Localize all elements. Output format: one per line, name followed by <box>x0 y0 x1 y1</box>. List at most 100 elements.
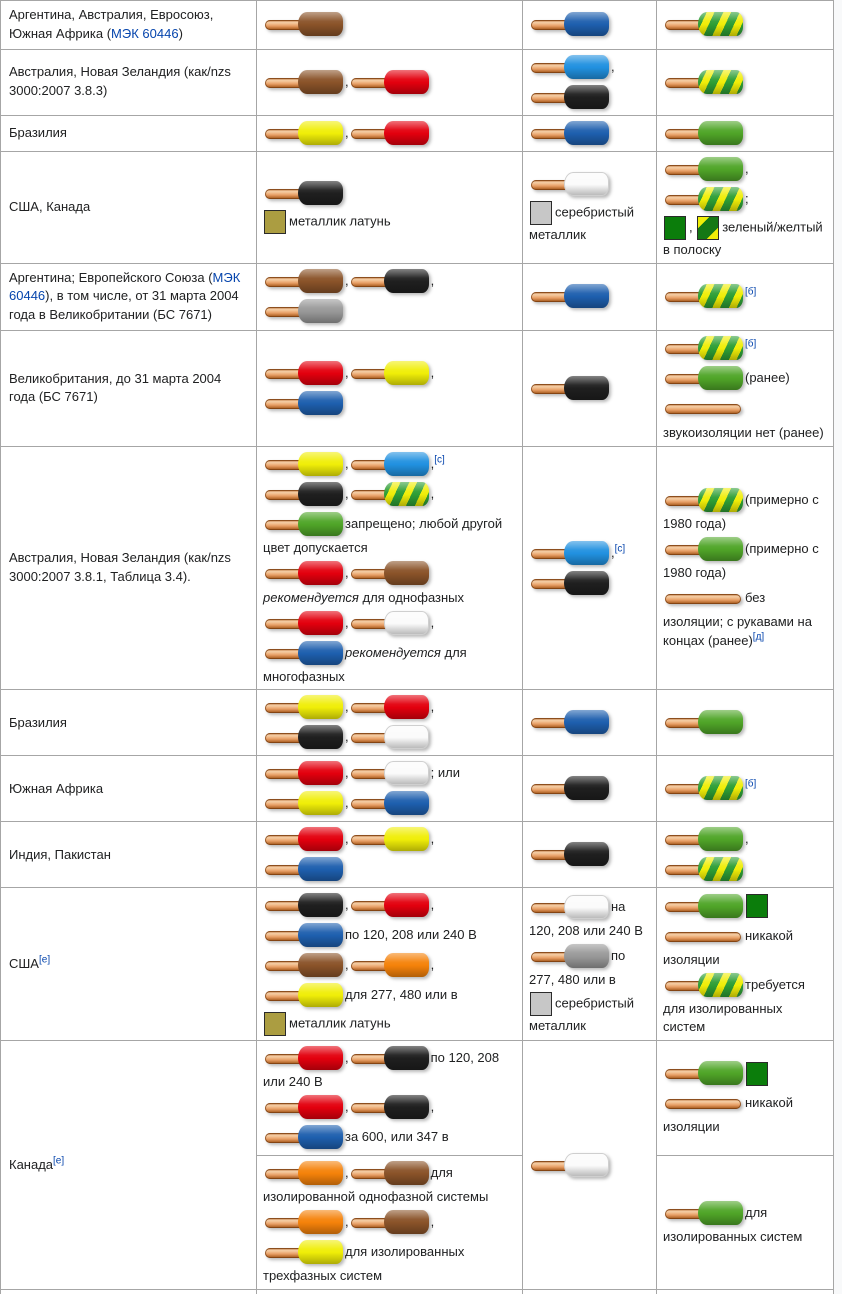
black-wire-icon[interactable] <box>350 1045 429 1072</box>
lightblue-wire-icon[interactable] <box>531 540 609 567</box>
brass-color-swatch[interactable] <box>264 210 286 235</box>
black-wire-icon[interactable] <box>350 268 429 295</box>
footnote-ref[interactable]: [c] <box>614 543 626 555</box>
blue-wire-icon[interactable] <box>265 856 343 883</box>
greenyellow-wire-icon[interactable] <box>665 972 743 999</box>
footnote-ref[interactable]: [д] <box>752 631 765 643</box>
green-wire-icon[interactable] <box>665 536 743 563</box>
green-wire-icon[interactable] <box>665 709 743 736</box>
greenyellow-wire-icon[interactable] <box>665 856 743 883</box>
green-color-swatch[interactable] <box>746 894 768 919</box>
greenyellow-wire-icon[interactable] <box>665 487 743 514</box>
red-wire-icon[interactable] <box>265 1045 343 1072</box>
black-wire-icon[interactable] <box>531 375 609 402</box>
blue-wire-icon[interactable] <box>265 390 343 417</box>
blue-wire-icon[interactable] <box>531 283 609 310</box>
green-wire-icon[interactable] <box>665 1200 743 1227</box>
standard-link[interactable]: МЭК 60446 <box>111 25 179 41</box>
black-wire-icon[interactable] <box>531 570 609 597</box>
silver-color-swatch[interactable] <box>530 991 552 1016</box>
yellowgreen-color-swatch[interactable] <box>697 215 720 240</box>
brown-wire-icon[interactable] <box>265 952 343 979</box>
yellow-wire-icon[interactable] <box>350 826 429 853</box>
brown-wire-icon[interactable] <box>265 268 343 295</box>
red-wire-icon[interactable] <box>350 69 429 96</box>
black-wire-icon[interactable] <box>265 481 343 508</box>
orange-wire-icon[interactable] <box>265 1209 343 1236</box>
blue-wire-icon[interactable] <box>531 120 609 147</box>
red-wire-icon[interactable] <box>265 360 343 387</box>
bare-wire-icon[interactable] <box>665 1090 743 1117</box>
white-wire-icon[interactable] <box>350 760 429 787</box>
footnote-ref[interactable]: [б] <box>745 779 757 791</box>
brown-wire-icon[interactable] <box>350 1209 429 1236</box>
footnote-ref[interactable]: [е] <box>53 1155 65 1167</box>
green-color-swatch[interactable] <box>664 215 686 240</box>
red-wire-icon[interactable] <box>350 120 429 147</box>
bare-wire-icon[interactable] <box>665 585 743 612</box>
gray-wire-icon[interactable] <box>265 298 343 325</box>
white-wire-icon[interactable] <box>531 171 609 198</box>
blue-wire-icon[interactable] <box>265 1124 343 1151</box>
green-wire-icon[interactable] <box>665 893 743 920</box>
green-wire-icon[interactable] <box>665 365 743 392</box>
greenyellow-wire-icon[interactable] <box>350 481 429 508</box>
yellow-wire-icon[interactable] <box>265 120 343 147</box>
footnote-ref[interactable]: [е] <box>38 954 51 966</box>
black-wire-icon[interactable] <box>531 84 609 111</box>
greenyellow-wire-icon[interactable] <box>665 775 743 802</box>
silver-color-swatch[interactable] <box>530 200 552 225</box>
standard-link[interactable]: МЭК 60446 <box>9 269 241 304</box>
white-wire-icon[interactable] <box>350 724 429 751</box>
bare-wire-icon[interactable] <box>665 923 743 950</box>
blue-wire-icon[interactable] <box>350 790 429 817</box>
blue-wire-icon[interactable] <box>265 922 343 949</box>
yellow-wire-icon[interactable] <box>265 694 343 721</box>
yellow-wire-icon[interactable] <box>265 1239 343 1266</box>
blue-wire-icon[interactable] <box>531 11 609 38</box>
green-wire-icon[interactable] <box>665 156 743 183</box>
green-wire-icon[interactable] <box>665 1060 743 1087</box>
red-wire-icon[interactable] <box>265 560 343 587</box>
red-wire-icon[interactable] <box>350 892 429 919</box>
white-wire-icon[interactable] <box>531 1152 609 1179</box>
orange-wire-icon[interactable] <box>265 1160 343 1187</box>
yellow-wire-icon[interactable] <box>350 360 429 387</box>
greenyellow-wire-icon[interactable] <box>665 69 743 96</box>
white-wire-icon[interactable] <box>531 894 609 921</box>
black-wire-icon[interactable] <box>350 1094 429 1121</box>
brown-wire-icon[interactable] <box>350 1160 429 1187</box>
white-wire-icon[interactable] <box>350 610 429 637</box>
red-wire-icon[interactable] <box>265 610 343 637</box>
green-wire-icon[interactable] <box>265 511 343 538</box>
green-wire-icon[interactable] <box>665 120 743 147</box>
red-wire-icon[interactable] <box>350 694 429 721</box>
black-wire-icon[interactable] <box>265 892 343 919</box>
footnote-ref[interactable]: [б] <box>745 338 757 350</box>
black-wire-icon[interactable] <box>531 841 609 868</box>
bare-wire-icon[interactable] <box>665 395 743 422</box>
brown-wire-icon[interactable] <box>350 560 429 587</box>
black-wire-icon[interactable] <box>265 180 343 207</box>
black-wire-icon[interactable] <box>531 775 609 802</box>
orange-wire-icon[interactable] <box>350 952 429 979</box>
blue-wire-icon[interactable] <box>265 640 343 667</box>
gray-wire-icon[interactable] <box>531 943 609 970</box>
red-wire-icon[interactable] <box>265 760 343 787</box>
brass-color-swatch[interactable] <box>264 1012 286 1037</box>
blue-wire-icon[interactable] <box>531 709 609 736</box>
brown-wire-icon[interactable] <box>265 69 343 96</box>
green-wire-icon[interactable] <box>665 826 743 853</box>
greenyellow-wire-icon[interactable] <box>665 335 743 362</box>
footnote-ref[interactable]: [б] <box>745 286 757 298</box>
lightblue-wire-icon[interactable] <box>531 54 609 81</box>
greenyellow-wire-icon[interactable] <box>665 283 743 310</box>
yellow-wire-icon[interactable] <box>265 790 343 817</box>
lightblue-wire-icon[interactable] <box>350 451 429 478</box>
brown-wire-icon[interactable] <box>265 11 343 38</box>
green-color-swatch[interactable] <box>746 1061 768 1086</box>
yellow-wire-icon[interactable] <box>265 982 343 1009</box>
black-wire-icon[interactable] <box>265 724 343 751</box>
red-wire-icon[interactable] <box>265 1094 343 1121</box>
greenyellow-wire-icon[interactable] <box>665 11 743 38</box>
